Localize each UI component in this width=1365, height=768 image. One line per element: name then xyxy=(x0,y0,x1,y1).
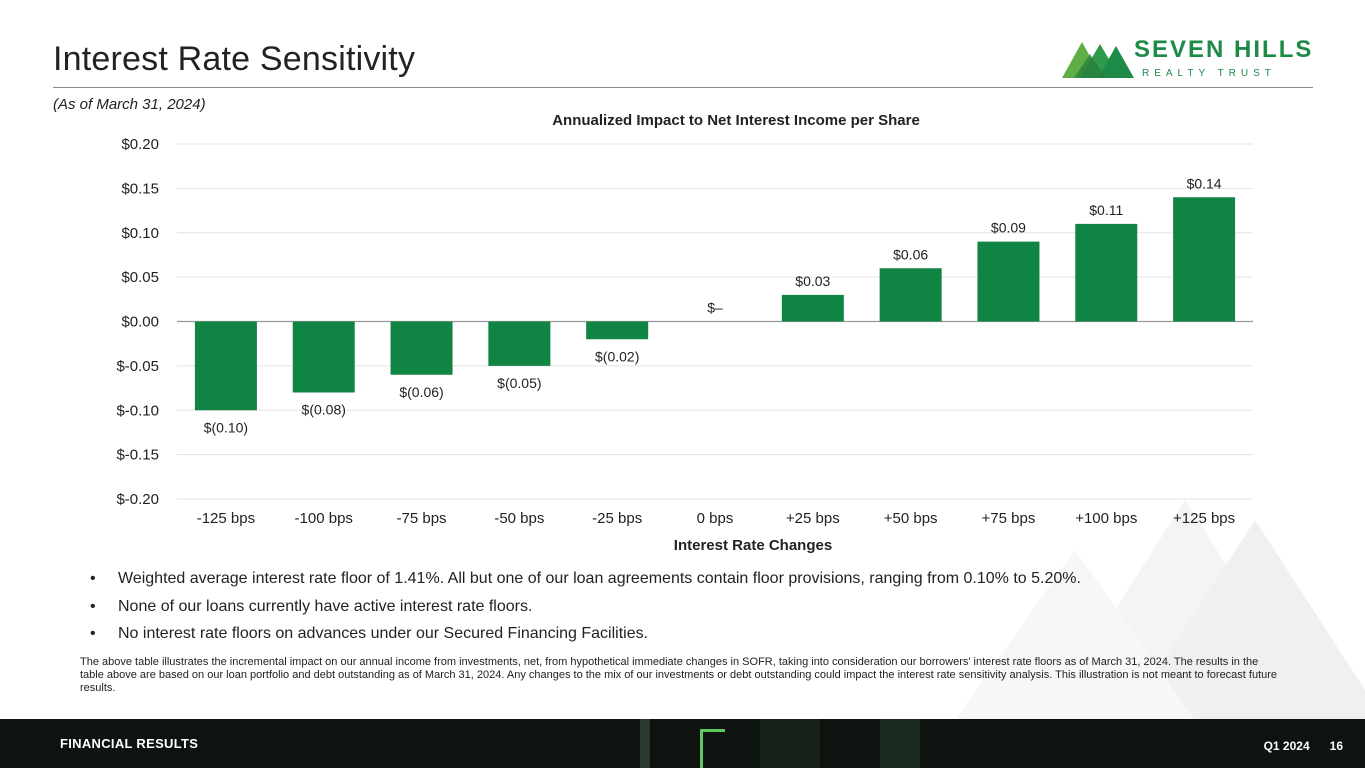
x-tick-label: -125 bps xyxy=(197,510,255,527)
x-tick-label: 0 bps xyxy=(697,510,734,527)
footer-bar: FINANCIAL RESULTS Q1 2024 16 xyxy=(0,719,1365,768)
bar xyxy=(488,321,551,366)
footer-background-graphic xyxy=(0,719,1365,768)
data-label: $0.03 xyxy=(795,273,830,289)
bar xyxy=(781,294,844,322)
data-label: $0.06 xyxy=(893,246,928,262)
x-axis-label: Interest Rate Changes xyxy=(674,537,832,554)
y-tick-label: $0.15 xyxy=(121,180,159,197)
as-of-date: (As of March 31, 2024) xyxy=(53,96,206,113)
x-tick-label: +50 bps xyxy=(884,510,938,527)
data-label: $0.09 xyxy=(991,220,1026,236)
x-tick-label: -75 bps xyxy=(397,510,447,527)
bar xyxy=(1173,197,1236,322)
data-label: $(0.08) xyxy=(302,402,346,418)
bar xyxy=(292,321,355,393)
bar xyxy=(1075,223,1138,322)
data-label: $0.11 xyxy=(1089,202,1123,218)
bullet-icon: • xyxy=(90,625,96,642)
bar xyxy=(879,268,942,322)
bar xyxy=(586,321,649,340)
logo-wordmark: SEVEN HILLS xyxy=(1134,36,1314,63)
bullet-text: Weighted average interest rate floor of … xyxy=(118,570,1081,587)
y-tick-label: $-0.05 xyxy=(116,358,159,375)
x-tick-label: -25 bps xyxy=(592,510,642,527)
x-tick-label: +25 bps xyxy=(786,510,840,527)
bullet-item: • None of our loans currently have active… xyxy=(90,598,1270,626)
bullet-icon: • xyxy=(90,570,96,587)
y-tick-label: $-0.10 xyxy=(116,402,159,419)
bullet-item: • No interest rate floors on advances und… xyxy=(90,625,1270,653)
x-tick-label: +100 bps xyxy=(1075,510,1137,527)
bullet-text: No interest rate floors on advances unde… xyxy=(118,625,649,642)
page-title: Interest Rate Sensitivity xyxy=(53,40,416,78)
x-tick-label: -100 bps xyxy=(295,510,353,527)
data-label: $(0.10) xyxy=(204,419,248,435)
y-tick-label: $0.10 xyxy=(121,225,159,242)
data-label: $(0.02) xyxy=(595,348,639,364)
page-number: 16 xyxy=(1329,739,1343,753)
footer-period: Q1 2024 xyxy=(1263,739,1310,753)
chart-title: Annualized Impact to Net Interest Income… xyxy=(552,112,920,129)
logo-tagline: REALTY TRUST xyxy=(1142,68,1276,79)
y-tick-label: $-0.15 xyxy=(116,447,159,464)
data-label: $(0.06) xyxy=(399,384,443,400)
footer-section-label: FINANCIAL RESULTS xyxy=(60,736,199,751)
y-tick-label: $0.20 xyxy=(121,136,159,153)
background-mountain-decoration xyxy=(955,500,1365,720)
bullet-list: • Weighted average interest rate floor of… xyxy=(90,570,1270,653)
bullet-icon: • xyxy=(90,597,96,615)
bullet-item: • Weighted average interest rate floor of… xyxy=(90,570,1270,598)
data-label: $(0.05) xyxy=(497,375,541,391)
bar xyxy=(977,241,1040,322)
mountain-logo-icon xyxy=(1062,42,1134,78)
x-tick-label: -50 bps xyxy=(494,510,544,527)
x-tick-label: +125 bps xyxy=(1173,510,1235,527)
bullet-text: None of our loans currently have active … xyxy=(118,597,533,615)
data-label: $– xyxy=(707,300,723,316)
y-tick-label: $0.00 xyxy=(121,314,159,331)
x-tick-label: +75 bps xyxy=(982,510,1036,527)
data-label: $0.14 xyxy=(1187,175,1222,191)
y-tick-label: $0.05 xyxy=(121,269,159,286)
title-divider xyxy=(53,87,1313,88)
bar xyxy=(194,321,257,411)
bar-chart: Annualized Impact to Net Interest Income… xyxy=(116,112,1253,554)
y-tick-label: $-0.20 xyxy=(116,491,159,508)
footnote: The above table illustrates the incremen… xyxy=(80,656,1278,694)
bar xyxy=(390,321,453,375)
footer-page-info: Q1 2024 16 xyxy=(1244,739,1343,753)
